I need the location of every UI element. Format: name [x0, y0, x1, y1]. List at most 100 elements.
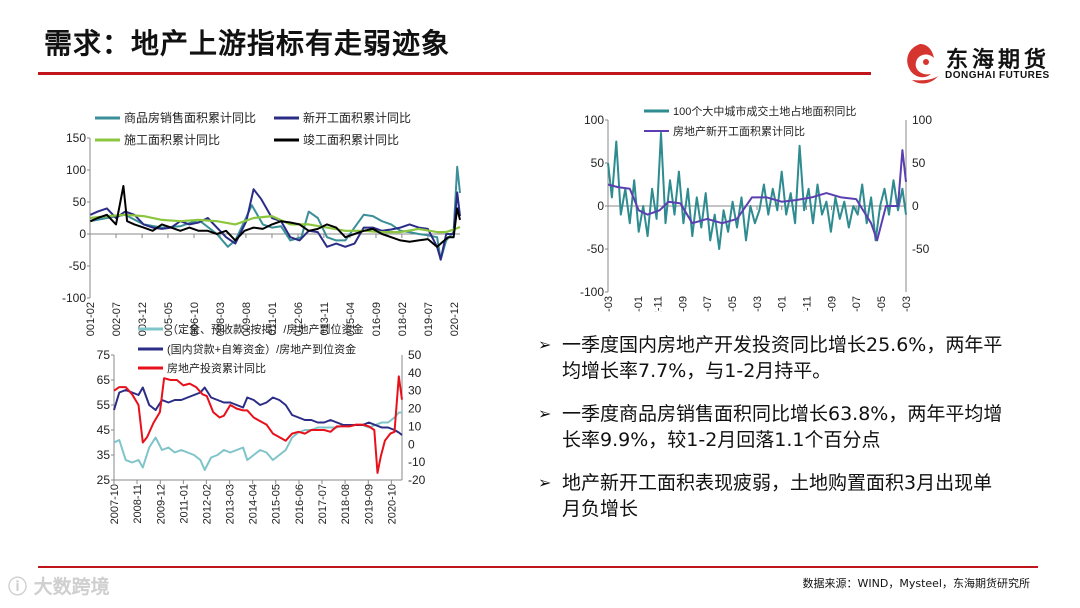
series-line-0-0	[90, 165, 461, 261]
legend-label-construction: 施工面积累计同比	[124, 133, 220, 147]
x-tick-label: 2015-04	[345, 302, 357, 336]
y2-tick-label: 0	[408, 437, 415, 451]
y2-tick-label: 100	[912, 113, 932, 127]
legend-label-new-starts: 新开工面积累计同比	[303, 110, 411, 125]
x-tick-label: 2013-09	[678, 296, 690, 312]
x-tick-label: 2018-09	[827, 296, 839, 312]
series-line-2-2	[113, 375, 403, 474]
x-tick-label: 2009-08	[241, 302, 253, 336]
x-tick-label: 2012-06	[293, 302, 305, 336]
legend-label-new-starts-2: 房地产新开工面积累计同比	[673, 124, 805, 138]
y2-tick-label: 20	[408, 402, 422, 416]
legend-label-investment: 房地产投资累计同比	[167, 361, 266, 375]
bullet-item: ➢ 地产新开工面积表现疲弱，土地购置面积3月出现单月负增长	[538, 470, 1008, 522]
y-tick-label: 100	[584, 113, 604, 127]
watermark-text: 大数跨境	[33, 576, 110, 598]
x-tick-label: 2020-10	[386, 484, 398, 524]
legend-label-land-area: 100个大中城市成交土地占地面积同比	[673, 104, 856, 118]
x-tick-label: 2020-05	[876, 296, 888, 312]
x-tick-label: 2001-02	[85, 302, 97, 336]
y2-tick-label: 0	[912, 199, 919, 213]
x-tick-label: 2018-08	[340, 484, 352, 524]
y-tick-label: 150	[66, 131, 86, 145]
bullet-arrow-icon: ➢	[538, 404, 552, 423]
x-tick-label: 2008-11	[132, 484, 144, 524]
x-tick-label: 2002-07	[111, 302, 123, 336]
x-tick-label: 2018-02	[397, 302, 409, 336]
chart-land-vs-starts: 100个大中城市成交土地占地面积同比 房地产新开工面积累计同比 -100 -50 0…	[580, 104, 932, 312]
series-line-0-1	[89, 188, 461, 261]
legend-label-loans-ratio: (国内贷款+自筹资金）/房地产到位资金	[167, 342, 356, 356]
x-tick-label: 2016-09	[371, 302, 383, 336]
x-tick-label: 2012-02	[201, 484, 213, 524]
page-title: 需求：地产上游指标有走弱迹象	[44, 27, 451, 60]
y-tick-label: -100	[62, 291, 86, 305]
y-tick-label: 0	[597, 199, 604, 213]
series-line-1-0	[607, 131, 907, 250]
x-tick-label: 2015-05	[727, 296, 739, 312]
y-tick-label: 50	[591, 156, 605, 170]
chart1-legend: 商品房销售面积累计同比 新开工面积累计同比 施工面积累计同比 竣工面积累计同比	[95, 110, 411, 147]
x-tick-label: 2020-12	[449, 302, 461, 336]
x-tick-label: 2019-07	[851, 296, 863, 312]
y2-tick-label: 40	[408, 366, 422, 380]
y-tick-label: 65	[97, 373, 111, 387]
x-tick-label: 2005-05	[163, 302, 175, 336]
x-tick-label: 2019-07	[423, 302, 435, 336]
series-line-2-1	[113, 386, 403, 436]
chart2-legend: 100个大中城市成交土地占地面积同比 房地产新开工面积累计同比	[644, 104, 856, 138]
chart-area-yoy: 商品房销售面积累计同比 新开工面积累计同比 施工面积累计同比 竣工面积累计同比 …	[62, 110, 461, 336]
watermark-icon: ⓘ	[8, 576, 28, 598]
y2-tick-label: 10	[408, 419, 422, 433]
legend-label-completions: 竣工面积累计同比	[303, 132, 399, 147]
x-tick-label: 2014-04	[248, 484, 260, 524]
bullet-text: 一季度商品房销售面积同比增长63.8%，两年平均增长率9.9%，较1-2月回落1…	[562, 403, 1003, 451]
bullet-item: ➢ 一季度国内房地产开发投资同比增长25.6%，两年平均增长率7.7%，与1-2…	[538, 332, 1008, 384]
series-line-0-3	[89, 185, 461, 248]
y2-tick-label: -20	[408, 473, 426, 487]
y2-tick-label: 50	[408, 348, 422, 362]
chart3-legend: （定金、预收款+按揭）/房地产到位资金 (国内贷款+自筹资金）/房地产到位资金 …	[138, 322, 363, 375]
watermark: ⓘ 大数跨境	[8, 572, 110, 599]
x-tick-label: 2016-03	[752, 296, 764, 312]
x-tick-label: 2012-11	[652, 296, 664, 312]
bullet-text: 地产新开工面积表现疲弱，土地购置面积3月出现单月负增长	[562, 472, 993, 520]
x-tick-label: 2011-01	[178, 484, 190, 524]
y2-tick-label: -10	[408, 455, 426, 469]
bullet-arrow-icon: ➢	[538, 473, 552, 492]
y-tick-label: 100	[66, 163, 86, 177]
x-tick-label: 2007-10	[109, 484, 121, 524]
y-tick-label: 35	[97, 448, 111, 462]
x-tick-label: 2017-01	[777, 296, 789, 312]
x-tick-label: 2013-03	[225, 484, 237, 524]
y-tick-label: 0	[79, 227, 86, 241]
x-tick-label: 2008-03	[215, 302, 227, 336]
logo-mark-icon	[907, 44, 938, 84]
x-tick-label: 2015-05	[271, 484, 283, 524]
y2-tick-label: 50	[912, 156, 926, 170]
bullet-list: ➢ 一季度国内房地产开发投资同比增长25.6%，两年平均增长率7.7%，与1-2…	[538, 332, 1008, 539]
y-tick-label: 25	[97, 473, 111, 487]
legend-label-deposits-ratio: （定金、预收款+按揭）/房地产到位资金	[167, 322, 363, 336]
x-tick-label: 2011-03	[603, 296, 615, 312]
y2-tick-label: -50	[912, 242, 930, 256]
legend-label-sales-area: 商品房销售面积累计同比	[124, 110, 256, 125]
y-tick-label: -50	[587, 242, 605, 256]
donghai-logo: 东海期货 DONGHAI FUTURES	[898, 40, 1068, 90]
x-tick-label: 2017-11	[801, 296, 813, 312]
x-tick-label: 2014-07	[702, 296, 714, 312]
x-tick-label: 2006-10	[189, 302, 201, 336]
bullet-item: ➢ 一季度商品房销售面积同比增长63.8%，两年平均增长率9.9%，较1-2月回…	[538, 401, 1008, 453]
series-line-1-1	[607, 149, 907, 242]
logo-text-en: DONGHAI FUTURES	[945, 70, 1050, 81]
x-tick-label: 2009-12	[155, 484, 167, 524]
bullet-arrow-icon: ➢	[538, 335, 552, 354]
x-tick-label: 2021-03	[901, 296, 913, 312]
series-line-2-0	[113, 411, 402, 471]
y-tick-label: 55	[97, 398, 111, 412]
footer-divider	[38, 566, 1038, 568]
x-tick-label: 2011-01	[267, 302, 279, 336]
x-tick-label: 2012-01	[633, 296, 645, 312]
bullet-text: 一季度国内房地产开发投资同比增长25.6%，两年平均增长率7.7%，与1-2月持…	[562, 334, 1003, 382]
y-tick-label: -100	[580, 285, 604, 299]
